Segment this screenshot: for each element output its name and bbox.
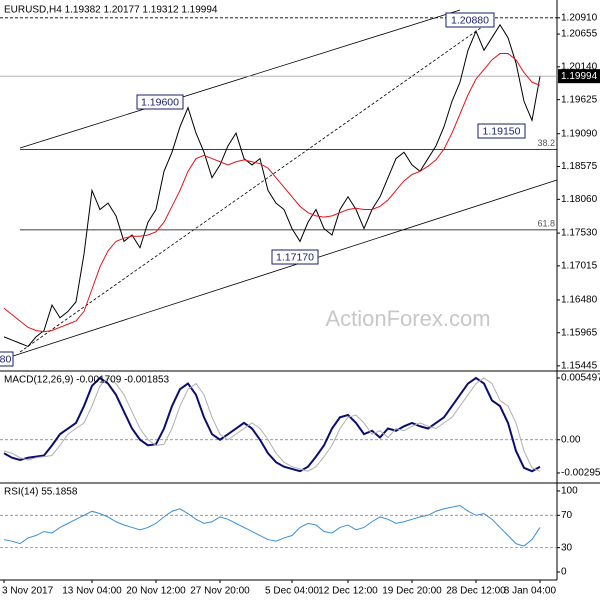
y-tick-label: 0 — [561, 567, 567, 578]
annotation: 1.20880 — [445, 12, 495, 28]
y-tick-label: 1.19090 — [561, 128, 598, 139]
y-tick-label: 1.15965 — [561, 327, 598, 338]
series-line — [3, 505, 541, 547]
x-tick-label: 12 Dec 12:00 — [318, 586, 378, 597]
annotation-label: 1.20880 — [451, 14, 489, 26]
x-tick-label: 8 Jan 04:00 — [504, 586, 557, 597]
x-tick-label: 13 Nov 04:00 — [62, 586, 122, 597]
y-tick-label: 0.005497 — [561, 373, 600, 384]
y-tick-label: 1.15445 — [561, 361, 598, 372]
annotation: 1.19600 — [136, 94, 184, 110]
y-tick-label: 1.20140 — [561, 62, 598, 73]
channel-upper — [19, 9, 461, 149]
y-tick-label: 1.17530 — [561, 228, 598, 239]
annotation-label: 1.17170 — [276, 251, 314, 263]
series-line — [3, 23, 541, 348]
series-line — [3, 377, 541, 472]
y-tick-label: -0.002955 — [561, 468, 600, 479]
y-tick-label: 1.18060 — [561, 194, 598, 205]
series-line — [3, 376, 541, 473]
y-tick-label: 1.16480 — [561, 295, 598, 306]
annotation-label: 1.19150 — [483, 125, 521, 137]
annotation-label: 80 — [0, 353, 11, 365]
annotation: 1.17170 — [271, 249, 319, 265]
y-tick-label: 0.00 — [561, 434, 581, 445]
macd-title: MACD(12,26,9) -0.001709 -0.001853 — [4, 375, 170, 386]
chart-title: EURUSD,H4 1.19382 1.20177 1.19312 1.1999… — [4, 5, 218, 16]
y-tick-label: 70 — [561, 510, 573, 521]
last-price-box — [558, 69, 600, 84]
y-tick-label: 1.19625 — [561, 94, 598, 105]
x-tick-label: 27 Nov 20:00 — [190, 586, 250, 597]
annotation-label: 1.19600 — [141, 96, 179, 108]
x-tick-label: 3 Nov 2017 — [2, 586, 54, 597]
last-price-label: 1.19994 — [561, 71, 598, 82]
y-tick-label: 1.17015 — [561, 261, 598, 272]
x-tick-label: 5 Dec 04:00 — [265, 586, 319, 597]
y-tick-label: 30 — [561, 542, 573, 553]
y-tick-label: 1.18575 — [561, 161, 598, 172]
fib-label: 61.8 — [537, 218, 555, 228]
watermark: ActionForex.com — [325, 306, 490, 331]
y-tick-label: 1.20655 — [561, 29, 598, 40]
x-tick-label: 20 Nov 12:00 — [126, 586, 186, 597]
y-tick-label: 100 — [561, 486, 578, 497]
channel-lower — [9, 179, 558, 358]
annotation: 1.19150 — [477, 123, 526, 139]
trend-dashed — [19, 19, 493, 353]
series-line — [3, 52, 541, 333]
x-tick-label: 28 Dec 12:00 — [446, 586, 506, 597]
x-tick-label: 19 Dec 20:00 — [382, 586, 442, 597]
y-tick-label: 1.20910 — [561, 12, 598, 23]
fib-label: 38.2 — [537, 138, 555, 148]
trend-lines — [9, 9, 558, 358]
annotation: 80 — [0, 351, 14, 367]
rsi-title: RSI(14) 55.1858 — [4, 487, 78, 498]
